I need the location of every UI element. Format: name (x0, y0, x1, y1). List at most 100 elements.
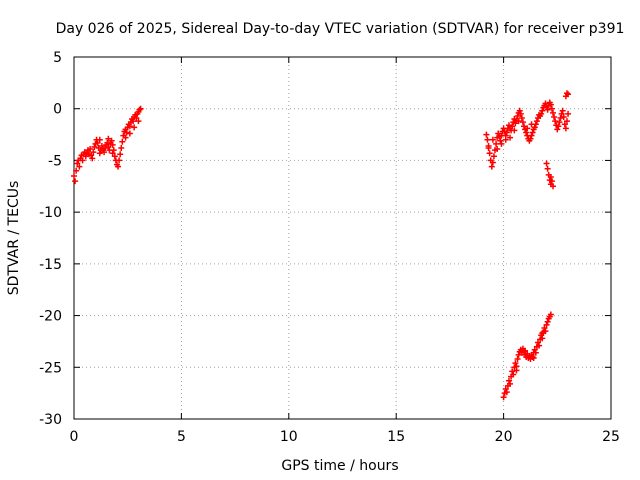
data-point (76, 163, 83, 170)
data-point (72, 178, 79, 185)
data-point (119, 138, 126, 145)
data-point (554, 126, 561, 133)
data-point (105, 143, 112, 150)
data-point (101, 149, 108, 156)
data-point (489, 136, 496, 143)
data-point (498, 140, 505, 147)
data-point (135, 118, 142, 125)
data-point (488, 163, 495, 170)
data-point (105, 135, 112, 142)
data-point (563, 90, 570, 97)
data-point (538, 110, 545, 117)
data-point (494, 146, 501, 153)
data-point (495, 130, 502, 137)
data-point (548, 105, 555, 112)
data-point (519, 119, 526, 126)
data-point (563, 118, 570, 125)
x-tick-label: 20 (495, 429, 513, 445)
data-point (517, 110, 524, 117)
data-point (131, 124, 138, 131)
data-point (512, 360, 519, 367)
data-point (539, 107, 546, 114)
data-point (547, 173, 554, 180)
data-point (513, 367, 520, 374)
data-point (555, 123, 562, 130)
data-point (500, 394, 507, 401)
data-point (548, 178, 555, 185)
data-point (74, 160, 81, 167)
data-point (516, 107, 523, 114)
data-point (109, 141, 116, 148)
data-point (512, 120, 519, 127)
data-point (560, 113, 567, 120)
chart-title: Day 026 of 2025, Sidereal Day-to-day VTE… (56, 21, 625, 37)
data-point (88, 152, 95, 159)
y-axis-label: SDTVAR / TECUs (6, 181, 22, 296)
data-point (544, 318, 551, 325)
data-point (530, 354, 537, 361)
data-point (543, 321, 550, 328)
data-point (527, 135, 534, 142)
plot-frame (73, 56, 612, 420)
data-point (91, 143, 98, 150)
data-point (522, 347, 529, 354)
data-point (493, 140, 500, 147)
data-point (489, 159, 496, 166)
data-point (561, 121, 568, 128)
data-point (94, 139, 101, 146)
data-point (133, 115, 140, 122)
data-point (87, 146, 94, 153)
data-point (542, 328, 549, 335)
data-point (126, 123, 133, 130)
data-point (515, 351, 522, 358)
data-point (116, 157, 123, 164)
data-point (483, 131, 490, 138)
y-tick-label: 5 (53, 50, 62, 66)
data-point (523, 129, 530, 136)
data-point (511, 127, 518, 134)
data-point (126, 130, 133, 137)
data-point (486, 150, 493, 157)
y-tick-label: -5 (48, 153, 62, 169)
data-point (544, 165, 551, 172)
y-tick-label: -15 (39, 257, 62, 273)
data-point (89, 155, 96, 162)
data-point (82, 153, 89, 160)
data-point (136, 106, 143, 113)
grid (74, 57, 611, 419)
data-point (507, 380, 514, 387)
data-point (529, 353, 536, 360)
data-point (502, 136, 509, 143)
data-point (507, 134, 514, 141)
y-axis: 5 0 -5 -10 -15 -20 -25 -30 (39, 50, 611, 428)
data-point (110, 147, 117, 154)
data-point (123, 129, 130, 136)
y-tick-label: 0 (53, 102, 62, 118)
data-point (531, 346, 538, 353)
data-point (559, 107, 566, 114)
data-point (71, 172, 77, 179)
x-tick-label: 25 (602, 429, 620, 445)
data-point (550, 183, 557, 190)
data-point (541, 324, 548, 331)
data-point (510, 371, 517, 378)
data-point (514, 356, 521, 363)
data-point (111, 153, 118, 160)
data-point (117, 151, 124, 158)
data-point (490, 153, 497, 160)
data-point (96, 136, 103, 143)
data-point (108, 137, 115, 144)
data-point (509, 368, 516, 375)
y-tick-label: -25 (39, 360, 62, 376)
data-point (485, 145, 492, 152)
data-point (534, 339, 541, 346)
data-point (505, 122, 512, 129)
data-point (109, 150, 116, 157)
data-point (484, 136, 491, 143)
data-point (550, 109, 557, 116)
data-point (529, 129, 536, 136)
data-point (98, 142, 105, 149)
data-point (551, 113, 558, 120)
data-point (104, 139, 111, 146)
data-point (509, 123, 516, 130)
